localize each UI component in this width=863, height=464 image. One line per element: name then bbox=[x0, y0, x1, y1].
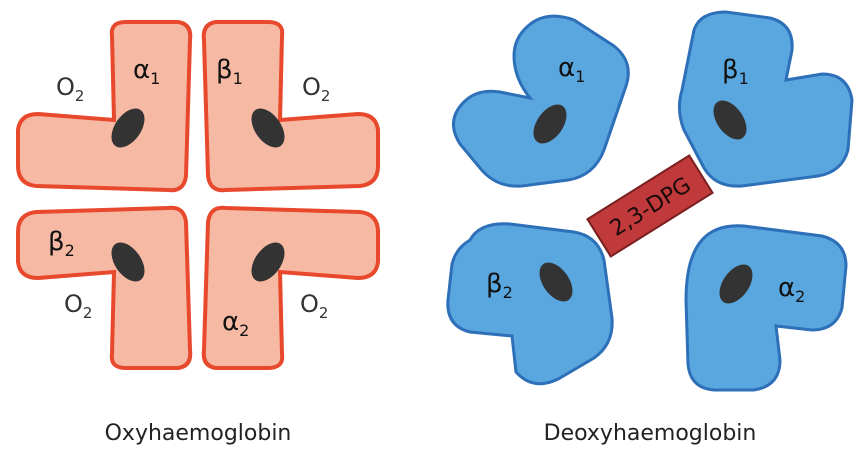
dpg-box bbox=[586, 154, 714, 258]
deoxy-heme-alpha2 bbox=[719, 264, 753, 304]
oxy-alpha1-o2: O bbox=[56, 73, 75, 101]
deoxy-alpha1-sub: 1 bbox=[575, 67, 585, 86]
oxy-beta2-greek: β bbox=[48, 227, 65, 257]
deoxy-heme-alpha1 bbox=[533, 104, 567, 144]
oxy-beta1-greek: β bbox=[216, 55, 233, 85]
deoxy-alpha2-greek: α bbox=[778, 273, 795, 303]
svg-text:α2: α2 bbox=[222, 307, 249, 340]
oxy-alpha2-o2-sub: 2 bbox=[319, 304, 329, 322]
oxy-alpha2-sub: 2 bbox=[239, 321, 249, 340]
deoxy-beta2-greek: β bbox=[486, 269, 503, 299]
oxy-heme-beta2 bbox=[111, 242, 145, 282]
oxy-subunit-beta2-shape bbox=[16, 205, 193, 370]
oxy-alpha2-greek: α bbox=[222, 307, 239, 337]
svg-text:α1: α1 bbox=[558, 53, 585, 86]
deoxy-subunit-beta2: β2 bbox=[446, 222, 614, 386]
oxy-heme-beta1 bbox=[251, 108, 285, 148]
svg-text:β1: β1 bbox=[216, 55, 243, 88]
oxy-subunit-beta2: β2 O2 bbox=[16, 205, 193, 370]
svg-text:α2: α2 bbox=[778, 273, 805, 306]
deoxy-subunit-alpha1: α1 bbox=[452, 14, 630, 188]
oxy-alpha1-o2-sub: 2 bbox=[75, 87, 85, 105]
oxy-beta1-sub: 1 bbox=[233, 69, 243, 88]
oxy-heme-alpha2 bbox=[251, 242, 285, 282]
oxy-beta1-o2-sub: 2 bbox=[321, 87, 331, 105]
deoxy-subunit-alpha2-shape bbox=[684, 224, 848, 392]
oxy-beta2-o2-sub: 2 bbox=[83, 304, 93, 322]
svg-text:O2: O2 bbox=[302, 73, 330, 105]
oxy-subunit-beta1-shape bbox=[201, 20, 380, 193]
deoxy-alpha1-greek: α bbox=[558, 53, 575, 83]
oxy-beta2-sub: 2 bbox=[65, 241, 75, 260]
svg-text:β2: β2 bbox=[486, 269, 513, 302]
deoxy-beta1-greek: β bbox=[722, 55, 739, 85]
oxy-subunit-alpha2-shape bbox=[201, 205, 380, 370]
oxy-alpha1-greek: α bbox=[133, 55, 150, 85]
deoxy-beta2-sub: 2 bbox=[503, 283, 513, 302]
svg-text:β1: β1 bbox=[722, 55, 749, 88]
dpg-effector: 2,3-DPG bbox=[586, 154, 714, 258]
deoxy-caption: Deoxyhaemoglobin bbox=[544, 421, 757, 446]
oxy-alpha1-sub: 1 bbox=[150, 69, 160, 88]
svg-text:O2: O2 bbox=[56, 73, 84, 105]
deoxy-subunit-alpha1-shape bbox=[452, 14, 630, 188]
deoxy-subunit-beta1-shape bbox=[677, 10, 854, 188]
oxy-alpha2-o2: O bbox=[300, 290, 319, 318]
oxy-beta2-o2: O bbox=[64, 290, 83, 318]
svg-text:O2: O2 bbox=[300, 290, 328, 322]
deoxy-subunit-alpha2: α2 bbox=[684, 224, 848, 392]
svg-text:β2: β2 bbox=[48, 227, 75, 260]
oxy-heme-alpha1 bbox=[111, 108, 145, 148]
deoxy-subunit-beta2-shape bbox=[446, 222, 614, 386]
deoxy-beta1-sub: 1 bbox=[739, 69, 749, 88]
oxy-subunit-alpha1: α1 O2 bbox=[16, 20, 193, 193]
deoxy-heme-beta2 bbox=[539, 262, 573, 302]
svg-text:O2: O2 bbox=[64, 290, 92, 322]
oxy-subunit-beta1: β1 O2 bbox=[201, 20, 380, 193]
oxy-subunit-alpha2: α2 O2 bbox=[201, 205, 380, 370]
oxy-subunit-alpha1-shape bbox=[16, 20, 193, 193]
deoxy-alpha2-sub: 2 bbox=[795, 287, 805, 306]
deoxy-heme-beta1 bbox=[713, 100, 747, 140]
deoxy-subunit-beta1: β1 bbox=[677, 10, 854, 188]
oxy-beta1-o2: O bbox=[302, 73, 321, 101]
oxy-caption: Oxyhaemoglobin bbox=[105, 421, 292, 446]
svg-text:α1: α1 bbox=[133, 55, 160, 88]
